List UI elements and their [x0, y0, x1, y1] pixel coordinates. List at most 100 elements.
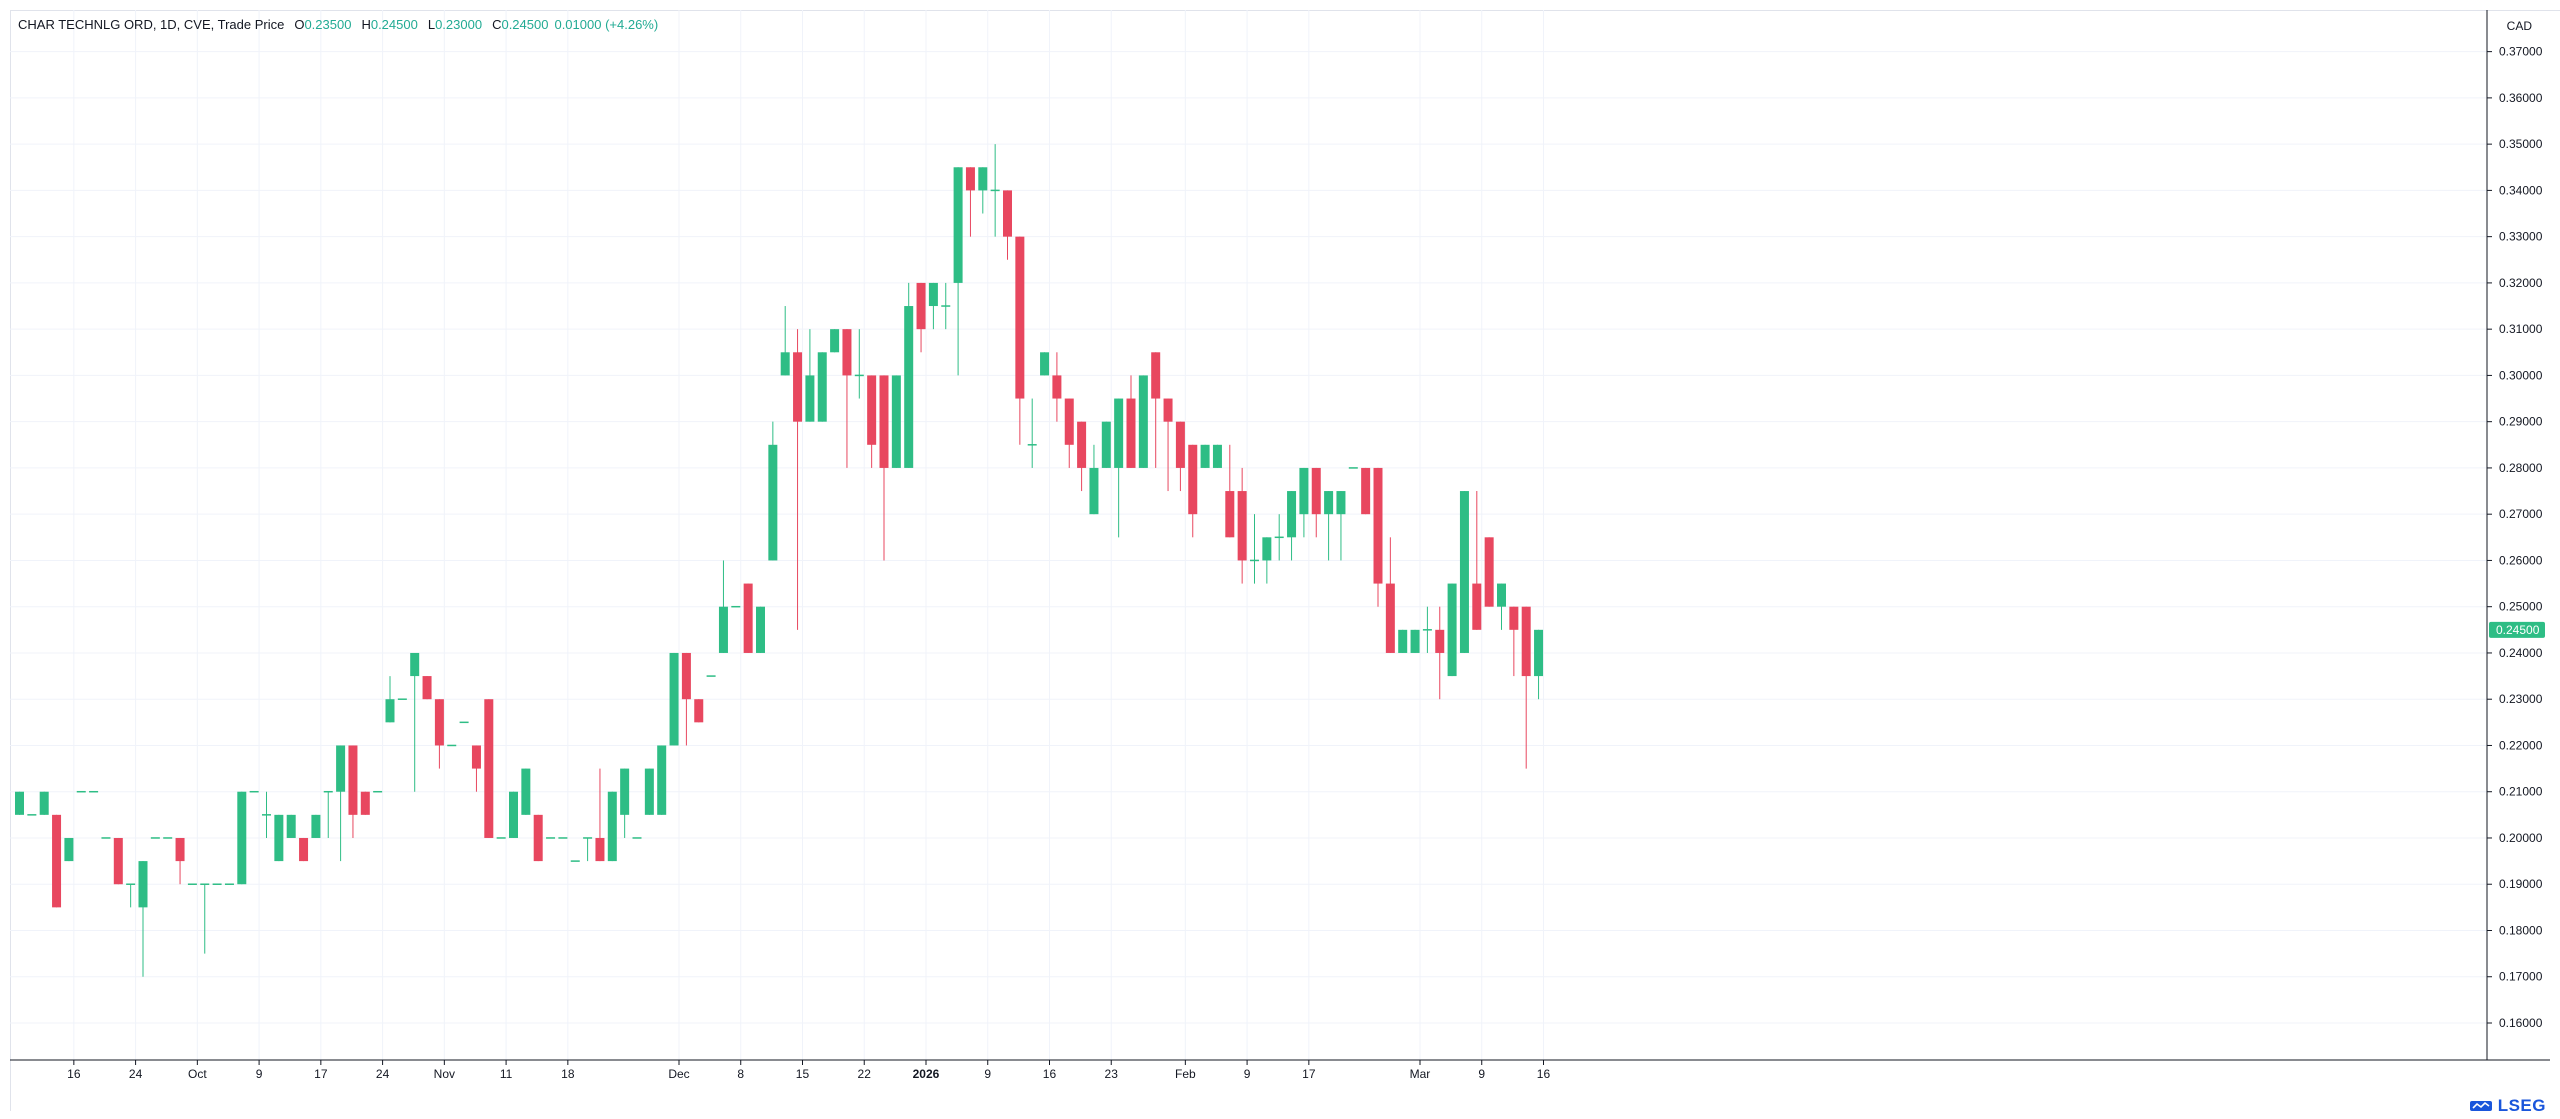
- candle-down: [1237, 467, 1247, 584]
- candle-up: [990, 144, 1000, 237]
- candle-up: [632, 837, 642, 839]
- candle-up: [373, 790, 383, 793]
- candle-body: [644, 768, 654, 815]
- candle-down: [52, 814, 62, 908]
- candle-body: [299, 837, 309, 862]
- candle-up: [904, 282, 914, 468]
- candle-body: [780, 352, 790, 376]
- candle-down: [595, 768, 605, 862]
- candle-body: [101, 837, 111, 839]
- x-tick-label: 24: [376, 1067, 390, 1081]
- candle-body: [348, 745, 358, 815]
- candle-down: [348, 745, 358, 838]
- candle-body: [1521, 606, 1531, 677]
- candle-body: [842, 329, 852, 376]
- y-tick-label: 0.23000: [2499, 692, 2543, 706]
- candle-layer: [15, 144, 1544, 977]
- candle-up: [805, 329, 815, 422]
- y-tick-label: 0.25000: [2499, 600, 2543, 614]
- candle-body: [1472, 583, 1482, 630]
- candle-up: [447, 744, 457, 747]
- candle-up: [928, 282, 938, 330]
- candle-up: [941, 282, 951, 330]
- candle-body: [1447, 583, 1457, 677]
- candle-up: [64, 837, 74, 862]
- x-tick-label: Dec: [668, 1067, 689, 1081]
- candle-body: [471, 745, 481, 769]
- candle-body: [1003, 190, 1012, 237]
- candle-body: [1410, 629, 1420, 653]
- candle-up: [607, 791, 617, 862]
- legend: CHAR TECHNLG ORD, 1D, CVE, Trade Price O…: [18, 17, 658, 32]
- y-tick-label: 0.30000: [2499, 368, 2543, 382]
- candle-up: [150, 837, 160, 839]
- x-tick-label: 16: [1537, 1067, 1551, 1081]
- candle-up: [286, 814, 296, 838]
- candle-up: [1114, 398, 1124, 538]
- candle-up: [101, 837, 111, 839]
- last-price-tag: 0.24500: [2489, 621, 2545, 638]
- candle-body: [1163, 398, 1173, 422]
- candle-down: [1521, 606, 1531, 769]
- candle-body: [891, 375, 901, 468]
- y-tick-label: 0.17000: [2499, 970, 2543, 984]
- candle-body: [1324, 491, 1334, 515]
- candle-body: [1373, 467, 1383, 584]
- currency-label[interactable]: CAD: [2506, 19, 2532, 33]
- candle-up: [830, 329, 840, 353]
- candle-body: [1151, 352, 1161, 399]
- candle-body: [793, 352, 803, 422]
- candle-body: [336, 745, 346, 792]
- candle-body: [1435, 629, 1445, 653]
- candle-body: [237, 791, 247, 885]
- candle-down: [1064, 398, 1074, 468]
- candle-body: [200, 883, 210, 885]
- candle-body: [373, 790, 383, 793]
- x-tick-label: 2026: [913, 1067, 940, 1081]
- candle-up: [76, 790, 86, 793]
- candle-body: [706, 675, 716, 677]
- candle-down: [484, 699, 494, 838]
- candle-up: [311, 814, 321, 838]
- candle-body: [953, 167, 963, 283]
- candle-down: [1484, 537, 1494, 607]
- candle-body: [1188, 444, 1198, 515]
- candle-body: [509, 791, 518, 838]
- candle-up: [163, 837, 173, 839]
- candle-up: [891, 375, 901, 468]
- lseg-logo: LSEG: [2469, 1096, 2546, 1116]
- candle-body: [459, 721, 469, 724]
- candle-body: [805, 375, 815, 422]
- candle-body: [1336, 491, 1346, 515]
- x-tick-label: 22: [858, 1067, 872, 1081]
- candle-body: [126, 883, 136, 885]
- candle-body: [27, 814, 37, 816]
- candle-up: [1040, 352, 1050, 376]
- candle-body: [1015, 236, 1025, 399]
- candle-up: [237, 791, 247, 885]
- candle-up: [1027, 398, 1037, 468]
- candle-up: [620, 768, 630, 838]
- candle-up: [953, 167, 963, 376]
- candle-body: [990, 189, 1000, 192]
- candle-body: [965, 167, 975, 191]
- candle-down: [533, 814, 543, 862]
- y-tick-label: 0.31000: [2499, 322, 2543, 336]
- x-tick-label: 9: [1244, 1067, 1251, 1081]
- candle-down: [694, 699, 704, 723]
- candle-up: [1459, 491, 1469, 653]
- candle-down: [965, 167, 975, 237]
- candle-body: [756, 606, 765, 653]
- candle-body: [854, 374, 864, 377]
- candle-down: [1361, 467, 1371, 515]
- legend-high-value: 0.24500: [370, 17, 418, 32]
- candle-body: [484, 699, 494, 838]
- candle-body: [360, 791, 370, 815]
- candle-up: [274, 814, 284, 862]
- candle-body: [1274, 536, 1284, 539]
- x-tick-label: 17: [314, 1067, 328, 1081]
- candle-body: [1311, 467, 1321, 515]
- candle-body: [1027, 444, 1037, 446]
- last-price-label: 0.24500: [2496, 623, 2540, 637]
